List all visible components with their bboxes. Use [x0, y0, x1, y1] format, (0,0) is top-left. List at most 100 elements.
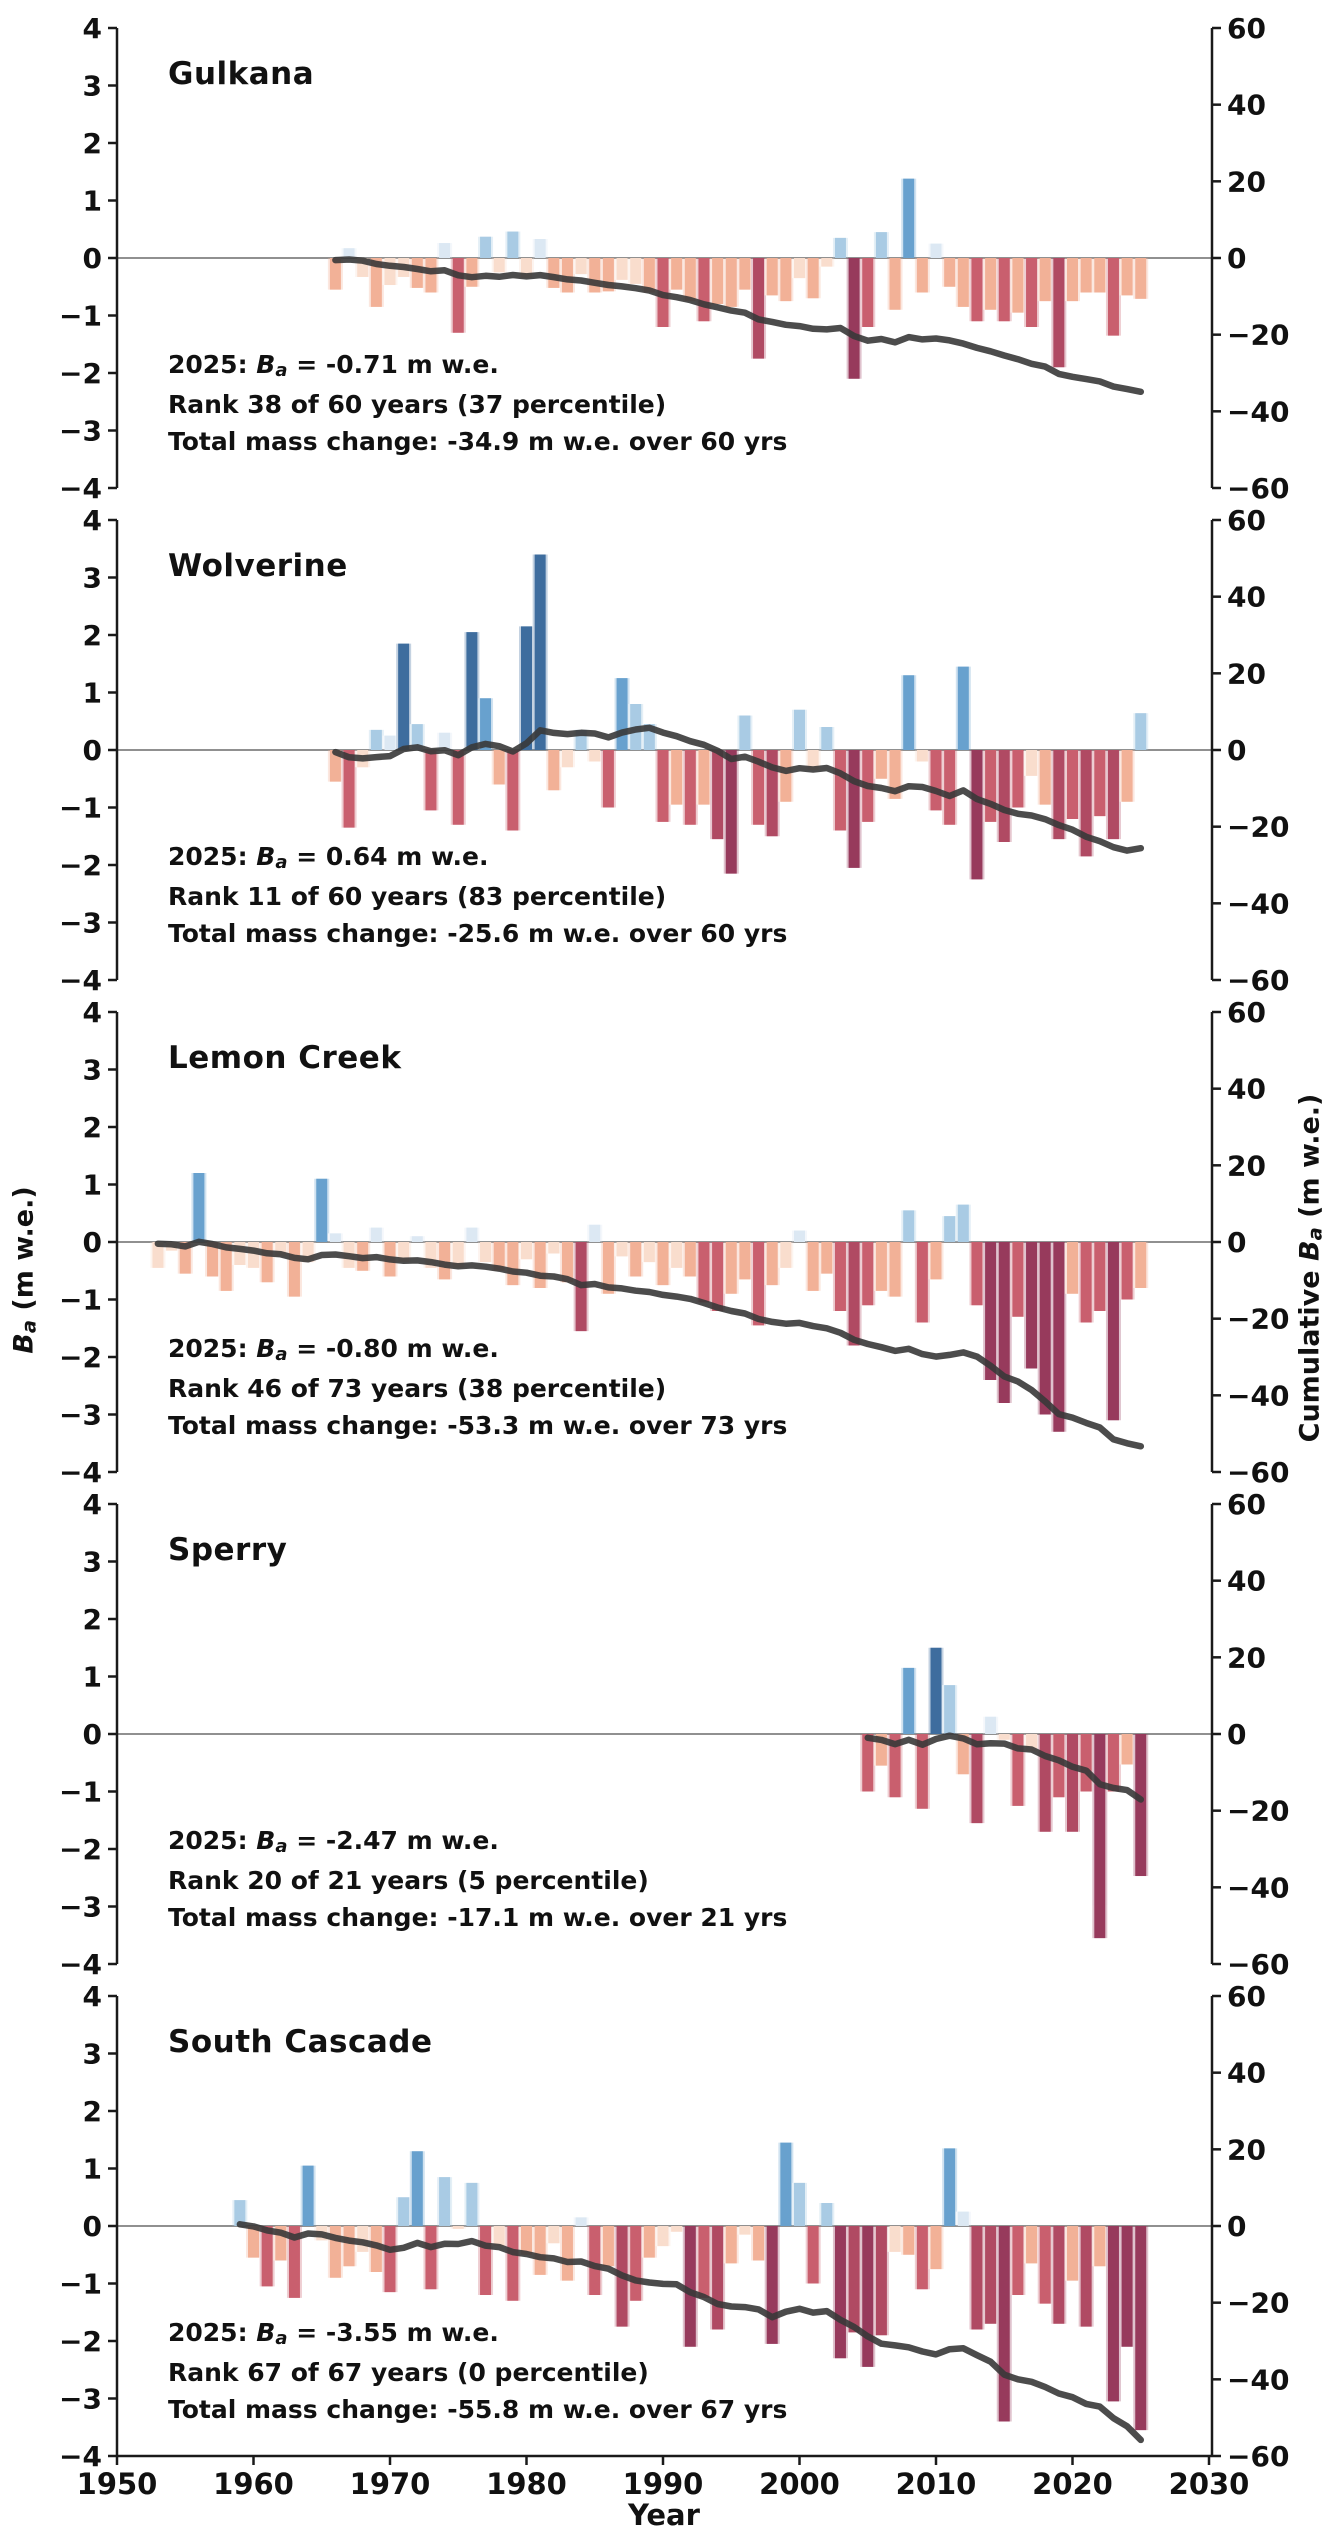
bar-1976	[466, 258, 478, 287]
left-tick-label: 3	[83, 70, 102, 103]
bar-2019	[1053, 258, 1065, 368]
x-tick-label: 2020	[1032, 2467, 1113, 2501]
x-tick-label: 2000	[759, 2467, 840, 2501]
left-tick-label: 3	[83, 2038, 102, 2071]
left-tick-label: −4	[59, 1456, 102, 1489]
bar-1980	[521, 2226, 532, 2255]
bar-2002	[821, 258, 833, 267]
bar-1980	[521, 626, 532, 750]
left-tick-label: −4	[59, 1948, 102, 1981]
bar-2007	[889, 1734, 901, 1798]
bar-2003	[834, 750, 846, 831]
left-tick-label: 3	[83, 562, 102, 595]
bar-2023	[1107, 1242, 1119, 1421]
bar-1964	[302, 1242, 314, 1263]
bar-2025	[1135, 258, 1147, 299]
bar-1989	[643, 1242, 655, 1263]
bar-1981	[534, 2226, 546, 2275]
bar-2005	[862, 1734, 874, 1792]
bar-2001	[807, 1242, 819, 1291]
bar-1957	[207, 1242, 219, 1277]
bar-2006	[875, 232, 887, 258]
bar-1995	[725, 750, 737, 874]
bar-2008	[903, 1667, 915, 1734]
bar-2021	[1080, 2226, 1092, 2327]
bar-1975	[452, 258, 464, 333]
bar-2015	[998, 1242, 1010, 1403]
bar-1985	[589, 750, 601, 762]
bar-1958	[220, 1242, 232, 1291]
left-axis-label: Ba (m w.e.)	[9, 1186, 41, 1353]
bar-2013	[971, 1242, 983, 1306]
bar-2004	[848, 1242, 860, 1346]
bar-1963	[288, 2226, 300, 2298]
left-tick-label: −1	[59, 1284, 102, 1317]
bar-1994	[712, 258, 724, 304]
bar-1967	[343, 2226, 355, 2267]
right-tick-label: −60	[1227, 1456, 1289, 1489]
x-tick-label: 1980	[486, 2467, 567, 2501]
bar-2012	[957, 1204, 969, 1242]
bar-2017	[1026, 1734, 1038, 1752]
bar-1968	[357, 258, 369, 277]
bar-2018	[1039, 258, 1051, 302]
x-tick-label: 1970	[350, 2467, 431, 2501]
bar-1977	[480, 698, 492, 750]
right-tick-label: 60	[1227, 996, 1266, 1029]
bar-1972	[411, 2151, 423, 2226]
left-tick-label: 0	[83, 242, 102, 275]
bar-2013	[971, 2226, 983, 2330]
right-tick-label: −60	[1227, 2440, 1289, 2473]
left-tick-label: 0	[83, 734, 102, 767]
bar-2021	[1080, 1242, 1092, 1323]
bar-2001	[807, 2226, 819, 2284]
bar-2020	[1067, 750, 1078, 819]
bar-2025	[1135, 1734, 1147, 1877]
left-tick-label: 2	[83, 127, 102, 160]
bars-group	[234, 2142, 1147, 2431]
left-axis: 4 3 2 1 0 −1 −2 −3 −4	[59, 504, 119, 997]
left-axis: 4 3 2 1 0 −1 −2 −3 −4	[59, 1488, 119, 1981]
left-tick-label: −3	[59, 1399, 102, 1432]
bar-2020	[1067, 1242, 1078, 1294]
bar-1959	[234, 2200, 246, 2226]
right-tick-label: 40	[1227, 1073, 1266, 1106]
bar-1973	[425, 1242, 437, 1268]
bars-underlay	[150, 1173, 1149, 1432]
bar-1968	[357, 2226, 369, 2252]
bar-2018	[1039, 1734, 1051, 1832]
bar-2009	[916, 1734, 928, 1809]
bar-2002	[821, 1242, 833, 1274]
bar-1988	[630, 2226, 642, 2301]
bar-2002	[821, 2203, 833, 2226]
x-tick-label: 1950	[77, 2467, 158, 2501]
right-tick-label: 20	[1227, 657, 1266, 690]
bar-2021	[1080, 1734, 1092, 1792]
bar-2020	[1067, 2226, 1078, 2281]
right-tick-label: −20	[1227, 319, 1289, 352]
left-tick-label: 1	[83, 185, 102, 218]
bar-1994	[712, 2226, 724, 2330]
bar-1991	[671, 2226, 683, 2232]
bar-2019	[1053, 1242, 1065, 1432]
bar-1999	[780, 1242, 792, 1268]
cumulative-line	[864, 1732, 1145, 1803]
cumulative-line	[236, 2221, 1145, 2444]
bar-1977	[480, 236, 492, 258]
left-tick-label: 4	[83, 1488, 102, 1521]
bar-2019	[1053, 1734, 1065, 1798]
bars-group	[862, 1647, 1147, 1939]
bar-1972	[411, 258, 423, 288]
left-tick-label: −1	[59, 792, 102, 825]
bar-1953	[152, 1242, 164, 1268]
bar-2010	[930, 750, 942, 811]
bar-2008	[903, 1210, 915, 1242]
left-tick-label: 0	[83, 1718, 102, 1751]
bar-2007	[889, 750, 901, 799]
bar-2004	[848, 750, 860, 868]
bar-1966	[329, 2226, 341, 2278]
left-tick-label: 2	[83, 619, 102, 652]
bars-group	[329, 554, 1147, 880]
bar-2020	[1067, 1734, 1078, 1832]
